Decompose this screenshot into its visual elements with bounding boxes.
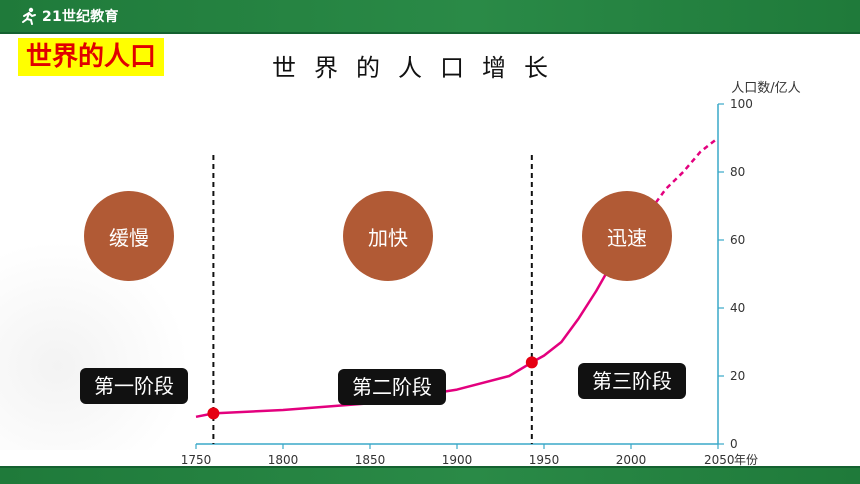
- y-tick-label: 20: [730, 369, 745, 383]
- logo-text: 21世纪教育: [42, 9, 119, 25]
- topic-label: 世界的人口: [18, 38, 165, 76]
- x-tick-label: 1900: [442, 453, 473, 467]
- y-tick-label: 100: [730, 97, 753, 111]
- x-tick-label: 2050: [704, 453, 735, 467]
- y-tick-label: 0: [730, 437, 738, 451]
- background-decoration: [0, 240, 190, 450]
- header-bar: 21世纪教育: [0, 0, 860, 34]
- chart-title: 世界的人口增长: [272, 54, 566, 82]
- x-tick-label: 2000: [616, 453, 647, 467]
- x-axis-label: 年份: [734, 453, 758, 467]
- y-tick-label: 40: [730, 301, 745, 315]
- turning-point-marker: [525, 356, 538, 369]
- y-tick-label: 60: [730, 233, 745, 247]
- pace-bubble-rapid: 迅速: [582, 191, 672, 281]
- x-tick-label: 1850: [355, 453, 386, 467]
- stage-label-1: 第一阶段: [80, 368, 188, 404]
- stage-label-2: 第二阶段: [338, 369, 446, 405]
- runner-icon: [22, 7, 36, 25]
- x-tick-label: 1750: [181, 453, 212, 467]
- footer-bar: [0, 466, 860, 484]
- x-tick-label: 1950: [529, 453, 560, 467]
- pace-bubble-faster: 加快: [343, 191, 433, 281]
- turning-point-marker: [207, 407, 220, 420]
- x-tick-label: 1800: [268, 453, 299, 467]
- y-tick-label: 80: [730, 165, 745, 179]
- projection-line: [629, 137, 719, 241]
- y-axis-label: 人口数/亿人: [731, 81, 800, 96]
- site-logo[interactable]: 21世纪教育: [20, 5, 119, 27]
- stage-label-3: 第三阶段: [578, 363, 686, 399]
- pace-bubble-slow: 缓慢: [84, 191, 174, 281]
